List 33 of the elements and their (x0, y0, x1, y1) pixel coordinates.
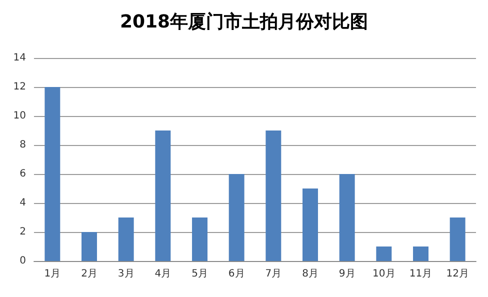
bar (339, 174, 355, 261)
bar (82, 232, 97, 261)
y-tick-label: 6 (20, 168, 26, 180)
x-tick-label: 1月 (44, 268, 61, 280)
x-tick-label: 2月 (81, 268, 98, 280)
x-tick-label: 9月 (338, 268, 356, 280)
y-tick-label: 8 (20, 140, 26, 150)
chart-title: 2018年厦门市土拍月份对比图 (120, 12, 368, 32)
bar (450, 218, 466, 261)
y-tick-label: 10 (13, 110, 26, 122)
x-tick-label: 12月 (446, 268, 469, 280)
bar (228, 174, 244, 261)
y-tick-label: 4 (20, 198, 26, 208)
x-tick-label: 11月 (409, 268, 432, 280)
y-tick-label: 14 (13, 52, 26, 64)
bar (44, 87, 60, 261)
x-tick-label: 8月 (302, 268, 318, 280)
bar (413, 246, 428, 261)
x-tick-label: 4月 (154, 268, 172, 280)
x-tick-label: 5月 (192, 268, 208, 280)
bar (118, 218, 134, 261)
x-tick-label: 10月 (372, 268, 396, 280)
y-tick-label: 12 (13, 82, 26, 92)
x-tick-label: 3月 (118, 268, 134, 280)
bar (302, 188, 318, 261)
bar (192, 218, 208, 261)
bar (376, 246, 392, 261)
bar (266, 130, 282, 261)
y-tick-label: 2 (20, 226, 26, 238)
x-tick-label: 7月 (265, 268, 282, 280)
bar (155, 130, 171, 261)
y-tick-label: 0 (20, 256, 26, 266)
x-tick-label: 6月 (228, 268, 245, 280)
